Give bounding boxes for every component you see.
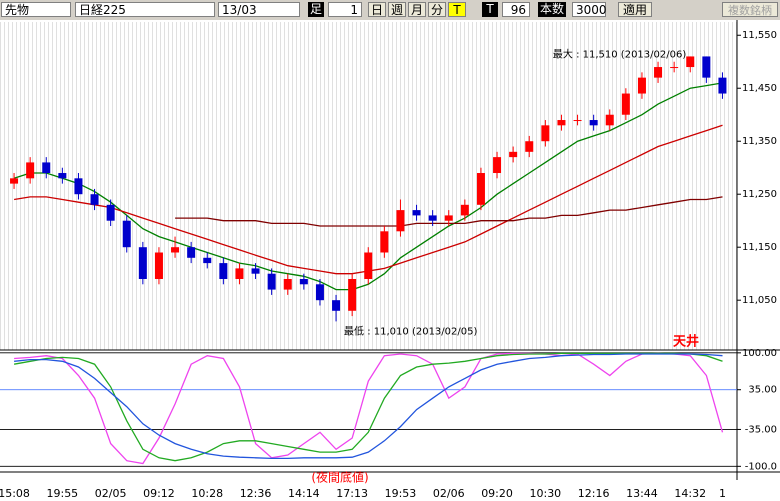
candle-body xyxy=(428,215,437,221)
candle-body xyxy=(219,263,228,279)
candle-body xyxy=(315,284,324,301)
candle-body xyxy=(444,215,453,221)
y-tick-label: 11,050 xyxy=(742,295,777,306)
x-tick-label: 12:16 xyxy=(578,487,610,500)
x-tick-label: 02/05 xyxy=(95,487,127,500)
candle-body xyxy=(267,273,276,290)
x-tick-label: 10:28 xyxy=(191,487,223,500)
x-tick-label: 09:20 xyxy=(481,487,513,500)
x-tick-label: 14:32 xyxy=(674,487,706,500)
candle-body xyxy=(460,204,469,216)
y-tick-label: 11,350 xyxy=(742,136,777,147)
y-tick-label: -35.00 xyxy=(745,424,777,435)
candle-body xyxy=(380,231,389,253)
y-tick-label: 11,250 xyxy=(742,189,777,200)
bar-label: 足 xyxy=(308,2,324,17)
candle-body xyxy=(637,77,646,94)
x-tick-label: 02/06 xyxy=(433,487,465,500)
candle-body xyxy=(74,178,83,195)
x-tick-label: 15:08 xyxy=(0,487,30,500)
candle-body xyxy=(348,278,357,311)
candle-body xyxy=(106,204,115,221)
x-tick-label: 09:12 xyxy=(143,487,175,500)
candle-body xyxy=(557,120,566,126)
y-tick-label: -100.0 xyxy=(745,461,777,472)
candle-body xyxy=(187,247,196,258)
candle-body xyxy=(654,67,663,78)
x-tick-label: 14:14 xyxy=(288,487,320,500)
apply-button[interactable]: 適用 xyxy=(618,2,652,17)
candle-body xyxy=(686,56,695,68)
y-tick-label: 11,550 xyxy=(742,30,777,41)
candle-body xyxy=(702,56,711,78)
series-line xyxy=(14,352,724,465)
x-tick-label: 19:53 xyxy=(385,487,417,500)
candle-body xyxy=(283,278,292,290)
x-tick-label: 1 xyxy=(719,487,726,500)
candle-body xyxy=(90,194,99,205)
candle-body xyxy=(509,151,518,158)
series-line xyxy=(13,352,723,462)
x-tick-label: 10:30 xyxy=(529,487,561,500)
multi-button[interactable]: 複数銘柄 xyxy=(722,2,778,17)
candle-body xyxy=(58,173,67,179)
x-tick-label: 12:36 xyxy=(240,487,272,500)
y-tick-label: 100.00 xyxy=(742,348,777,359)
candle-body xyxy=(122,220,131,248)
x-tick-label: 17:13 xyxy=(336,487,368,500)
count-value[interactable]: 3000 xyxy=(572,2,607,17)
candle-body xyxy=(332,300,341,311)
candle-body xyxy=(26,162,35,179)
bottom-annotation: (夜間底値) xyxy=(311,470,368,485)
series-line xyxy=(13,82,723,291)
candle-body xyxy=(605,114,614,126)
series-line xyxy=(14,353,723,460)
count-label: 本数 xyxy=(538,2,566,17)
x-tick-label: 19:55 xyxy=(46,487,78,500)
candle-body xyxy=(541,125,550,142)
candle-body xyxy=(493,157,502,174)
week-button[interactable]: 週 xyxy=(388,2,406,17)
t-label: T xyxy=(482,2,498,17)
day-button[interactable]: 日 xyxy=(368,2,386,17)
candle-body xyxy=(589,120,598,126)
tick-button[interactable]: T xyxy=(448,2,466,17)
candle-body xyxy=(621,93,630,115)
max-annotation: 最大 : 11,510 (2013/02/06) xyxy=(553,47,686,60)
month-button[interactable]: 月 xyxy=(408,2,426,17)
candle-body xyxy=(412,210,421,216)
candle-body xyxy=(10,178,19,184)
volume-stripes xyxy=(0,22,737,350)
candle-body xyxy=(235,268,244,279)
candle-body xyxy=(299,278,308,285)
index-select[interactable]: 日経225 xyxy=(75,2,215,17)
candle-body xyxy=(364,252,373,279)
min-annotation: 最低 : 11,010 (2013/02/05) xyxy=(344,324,477,337)
candle-body xyxy=(670,67,679,69)
candle-body xyxy=(251,268,260,274)
candle-body xyxy=(396,210,405,232)
t-value[interactable]: 96 xyxy=(502,2,530,17)
bar-count[interactable]: 1 xyxy=(328,2,362,17)
y-tick-label: 11,150 xyxy=(742,242,777,253)
candle-body xyxy=(718,77,727,94)
x-tick-label: 13:44 xyxy=(626,487,658,500)
y-tick-label: 35.00 xyxy=(748,385,777,396)
candle-body xyxy=(476,173,485,205)
contract-select[interactable]: 先物 xyxy=(1,2,71,17)
top-annotation: 天井 xyxy=(673,334,699,350)
toolbar: 先物 日経225 13/03 足 1 日 週 月 分 T T 96 本数 300… xyxy=(0,0,780,20)
candle-body xyxy=(42,162,51,174)
candle-body xyxy=(171,247,180,253)
y-tick-label: 11,450 xyxy=(742,83,777,94)
candle-body xyxy=(138,247,147,279)
candle-body xyxy=(573,120,582,122)
minute-button[interactable]: 分 xyxy=(428,2,446,17)
candle-body xyxy=(203,257,212,264)
month-select[interactable]: 13/03 xyxy=(218,2,300,17)
candle-body xyxy=(154,252,163,279)
chart: 11,550 11,450 11,350 11,250 11,150 11,050 15:0… xyxy=(0,20,780,500)
candle-body xyxy=(525,141,534,152)
